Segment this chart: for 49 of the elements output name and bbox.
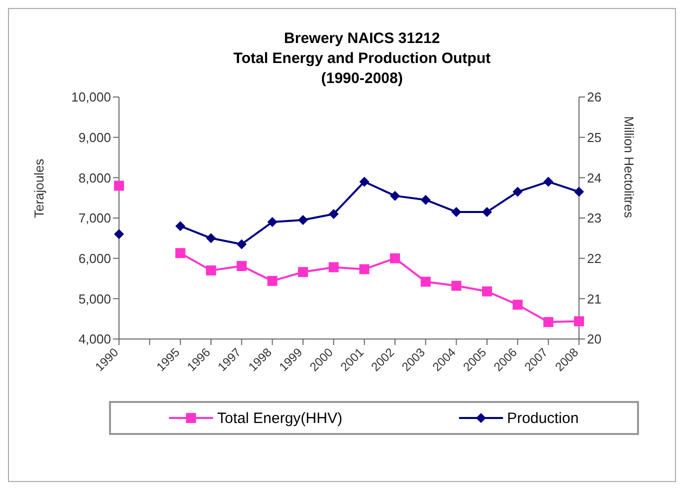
y-tick-label: 10,000: [71, 90, 111, 105]
y2-tick-label: 24: [587, 170, 602, 186]
point: [114, 180, 124, 191]
point: [298, 267, 308, 278]
point: [482, 206, 492, 217]
point: [236, 239, 247, 250]
y2-tick-label: 22: [587, 250, 602, 266]
point: [114, 229, 124, 240]
chart-title: Brewery NAICS 31212 Total Energy and Production Output (1990-2008): [232, 29, 492, 89]
y2-tick-label: 21: [587, 291, 602, 306]
point: [328, 262, 339, 272]
point: [512, 300, 523, 310]
y-tick-label: 7,000: [78, 210, 111, 226]
point: [543, 176, 554, 187]
y2-tick-label: 23: [587, 210, 602, 226]
point: [543, 317, 554, 328]
point: [267, 276, 278, 286]
point: [236, 260, 247, 271]
y-tick-label: 5,000: [78, 291, 111, 306]
point: [328, 208, 339, 219]
point: [175, 221, 186, 232]
y2-tick-label: 26: [587, 90, 602, 105]
y-tick-label: 4,000: [78, 332, 111, 347]
point: [267, 217, 278, 228]
point: [359, 264, 370, 274]
point: [512, 186, 523, 197]
point: [390, 253, 400, 264]
y2-tick-label: 20: [587, 332, 602, 347]
y2-axis-title: Million Hectolitres: [621, 116, 636, 218]
point: [451, 280, 462, 291]
point: [206, 233, 216, 244]
point: [175, 248, 186, 258]
y-tick-label: 9,000: [78, 130, 111, 145]
y2-tick-label: 25: [587, 130, 602, 145]
y-tick-label: 6,000: [78, 250, 111, 266]
point: [420, 276, 431, 287]
y-tick-label: 8,000: [78, 170, 111, 186]
legend-label: Production: [506, 410, 579, 426]
point: [574, 186, 584, 197]
legend-label: Total Energy(HHV): [217, 410, 342, 426]
point: [420, 194, 431, 205]
point: [574, 316, 584, 326]
point: [390, 190, 400, 201]
y-axis-title: Terajoules: [32, 158, 47, 218]
point: [451, 206, 462, 217]
point: [359, 176, 370, 187]
point: [206, 265, 216, 276]
point: [482, 286, 492, 296]
point: [298, 215, 308, 226]
